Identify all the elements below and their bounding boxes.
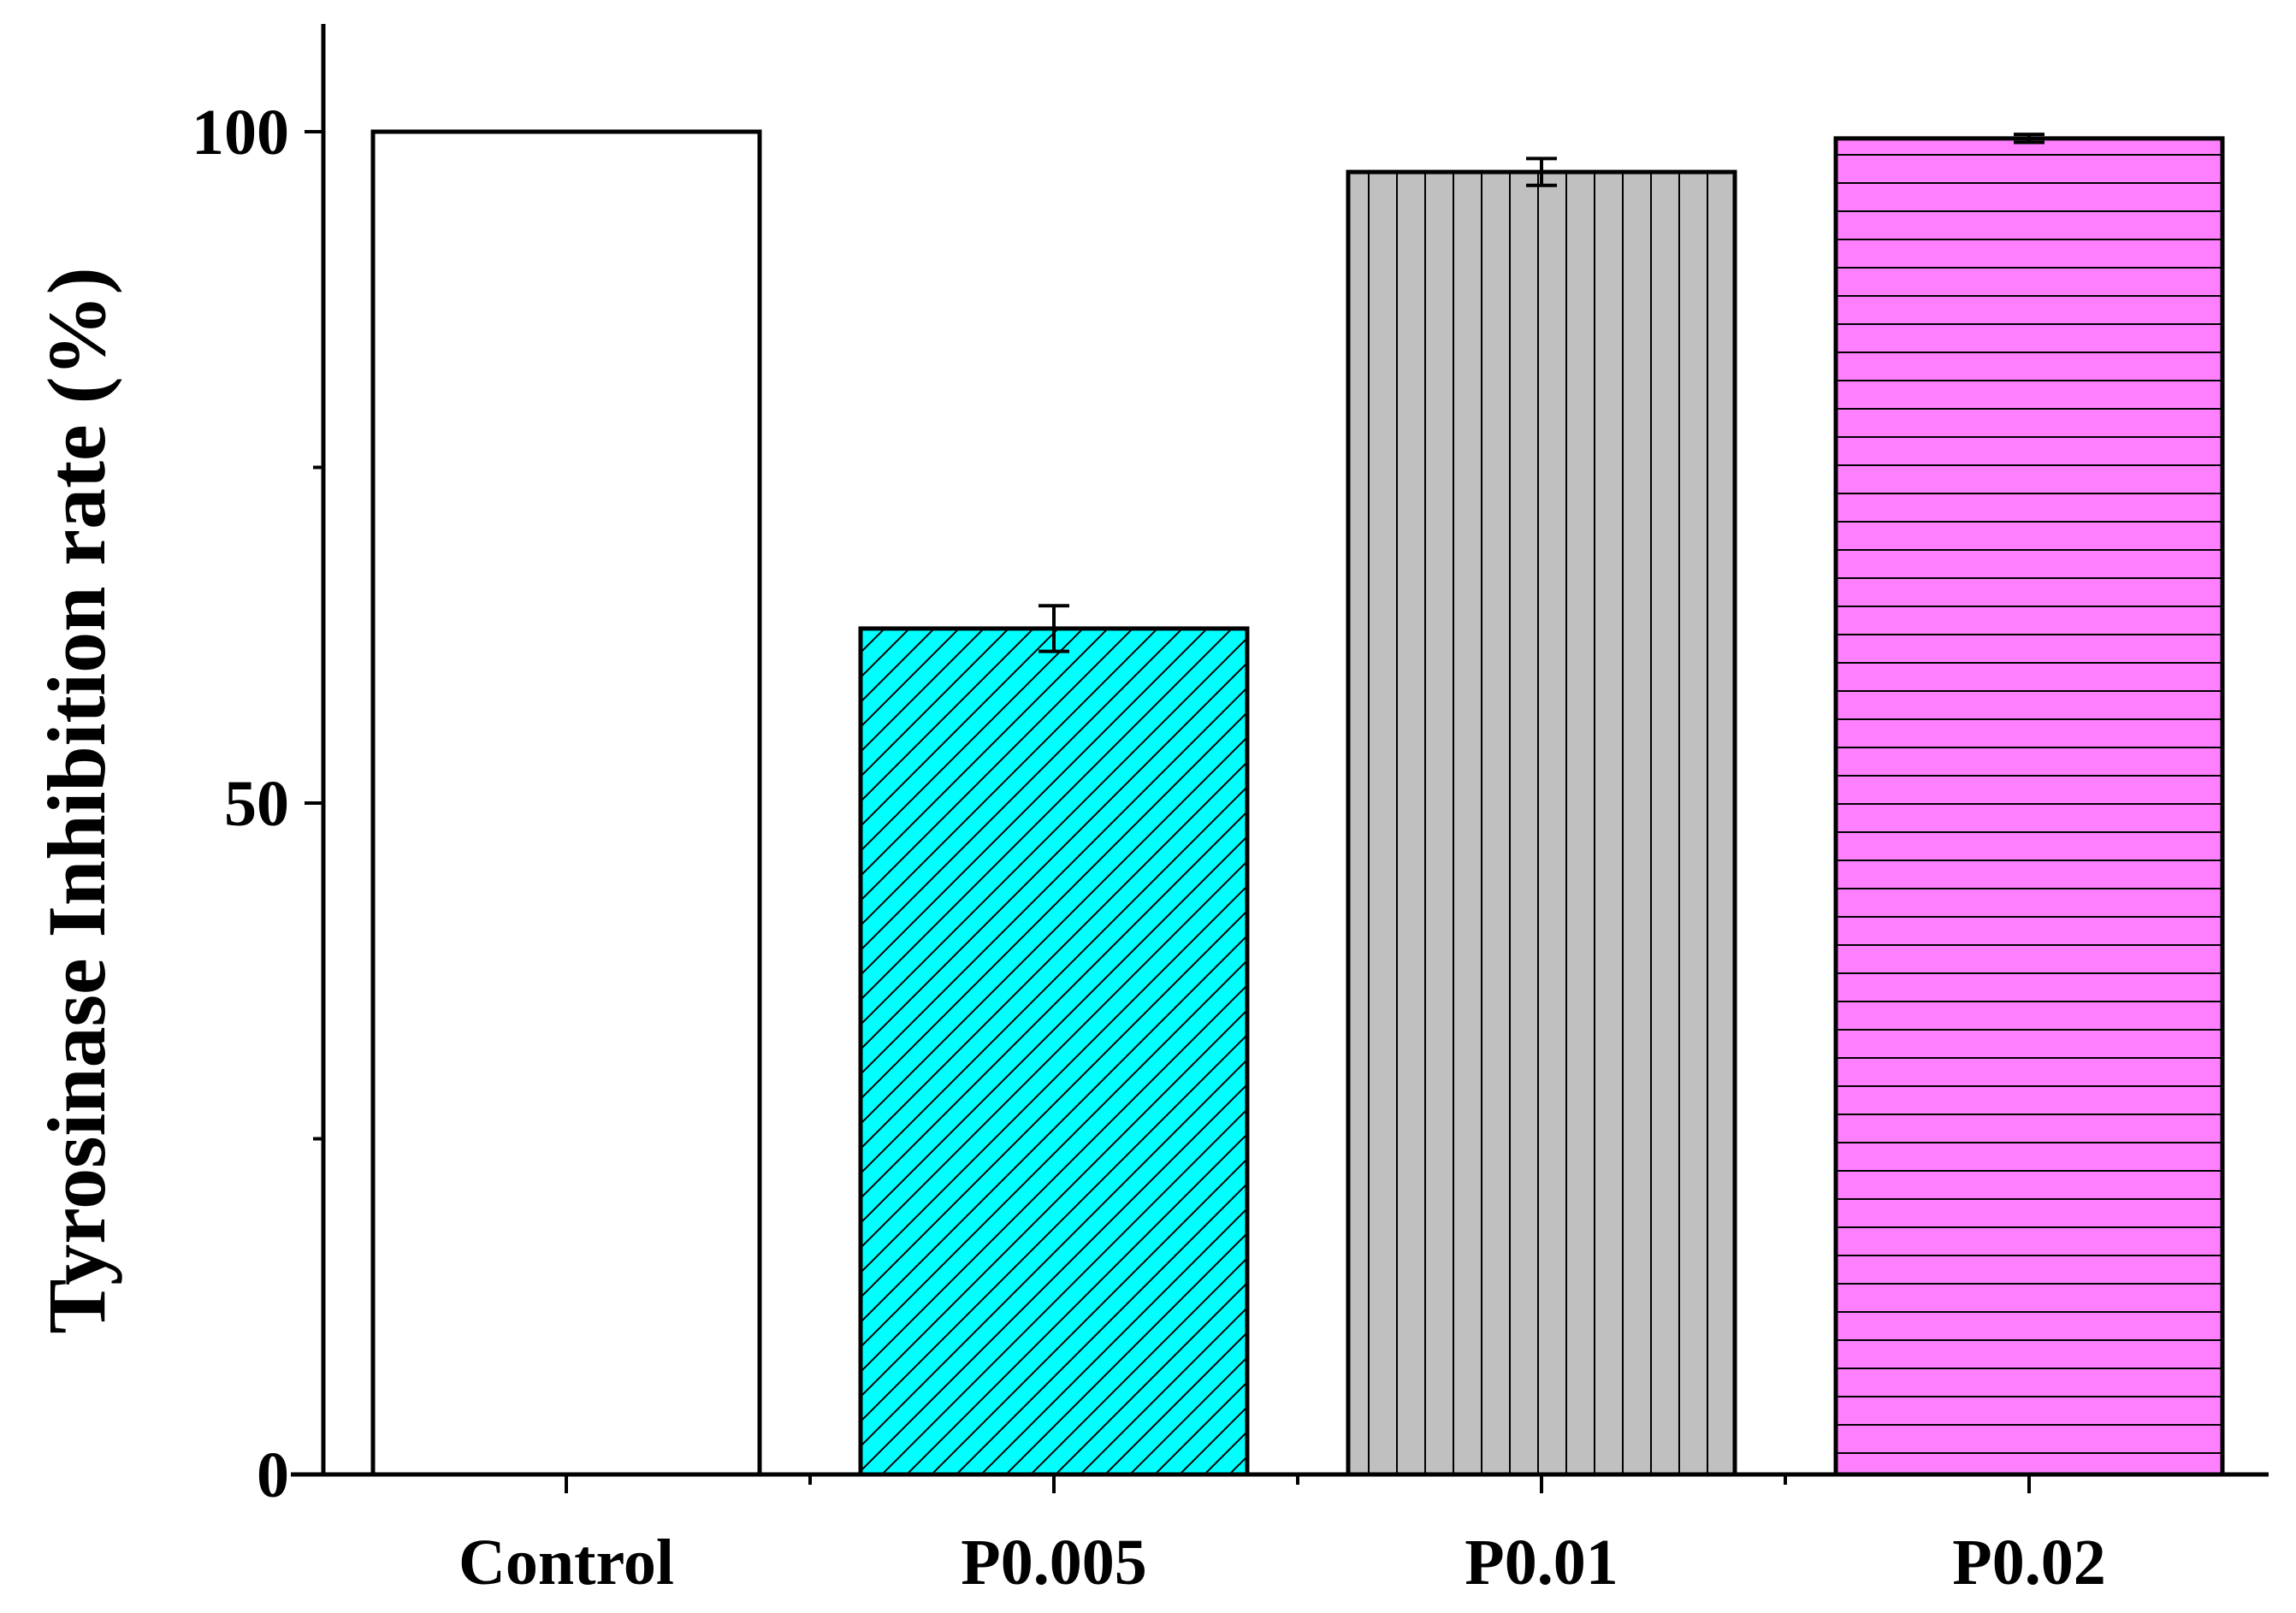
error-bar xyxy=(1526,157,1557,187)
x-category-label: Control xyxy=(459,1527,674,1598)
bar-control xyxy=(370,129,762,1477)
y-tick-label: 100 xyxy=(192,97,289,168)
bars-group xyxy=(370,129,2225,1477)
y-tick-label: 0 xyxy=(257,1439,289,1511)
bar-p0-01 xyxy=(1346,169,1737,1477)
y-axis-title: Tyrosinase Inhibition rate (%) xyxy=(31,267,122,1333)
x-ticks-group: Control P0.005 P0.01 P0.02 xyxy=(459,1474,2106,1598)
x-category-label: P0.005 xyxy=(961,1527,1146,1598)
error-bars-group xyxy=(1039,133,2045,653)
y-ticks-group: 0 50 100 xyxy=(192,97,323,1511)
error-bar xyxy=(2014,133,2045,145)
x-category-label: P0.01 xyxy=(1465,1527,1618,1598)
y-tick-label: 50 xyxy=(224,768,289,840)
bar-p0-005 xyxy=(858,626,1250,1477)
x-category-label: P0.02 xyxy=(1952,1527,2105,1598)
bar-p0-02 xyxy=(1833,136,2225,1477)
error-bar xyxy=(1039,604,1069,653)
